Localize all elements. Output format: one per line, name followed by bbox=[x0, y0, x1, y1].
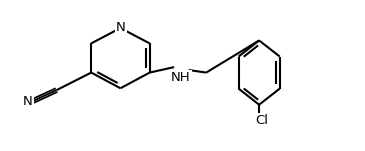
Text: N: N bbox=[23, 95, 33, 108]
Text: N: N bbox=[116, 21, 126, 34]
Text: Cl: Cl bbox=[255, 114, 269, 127]
Text: NH: NH bbox=[171, 71, 191, 84]
